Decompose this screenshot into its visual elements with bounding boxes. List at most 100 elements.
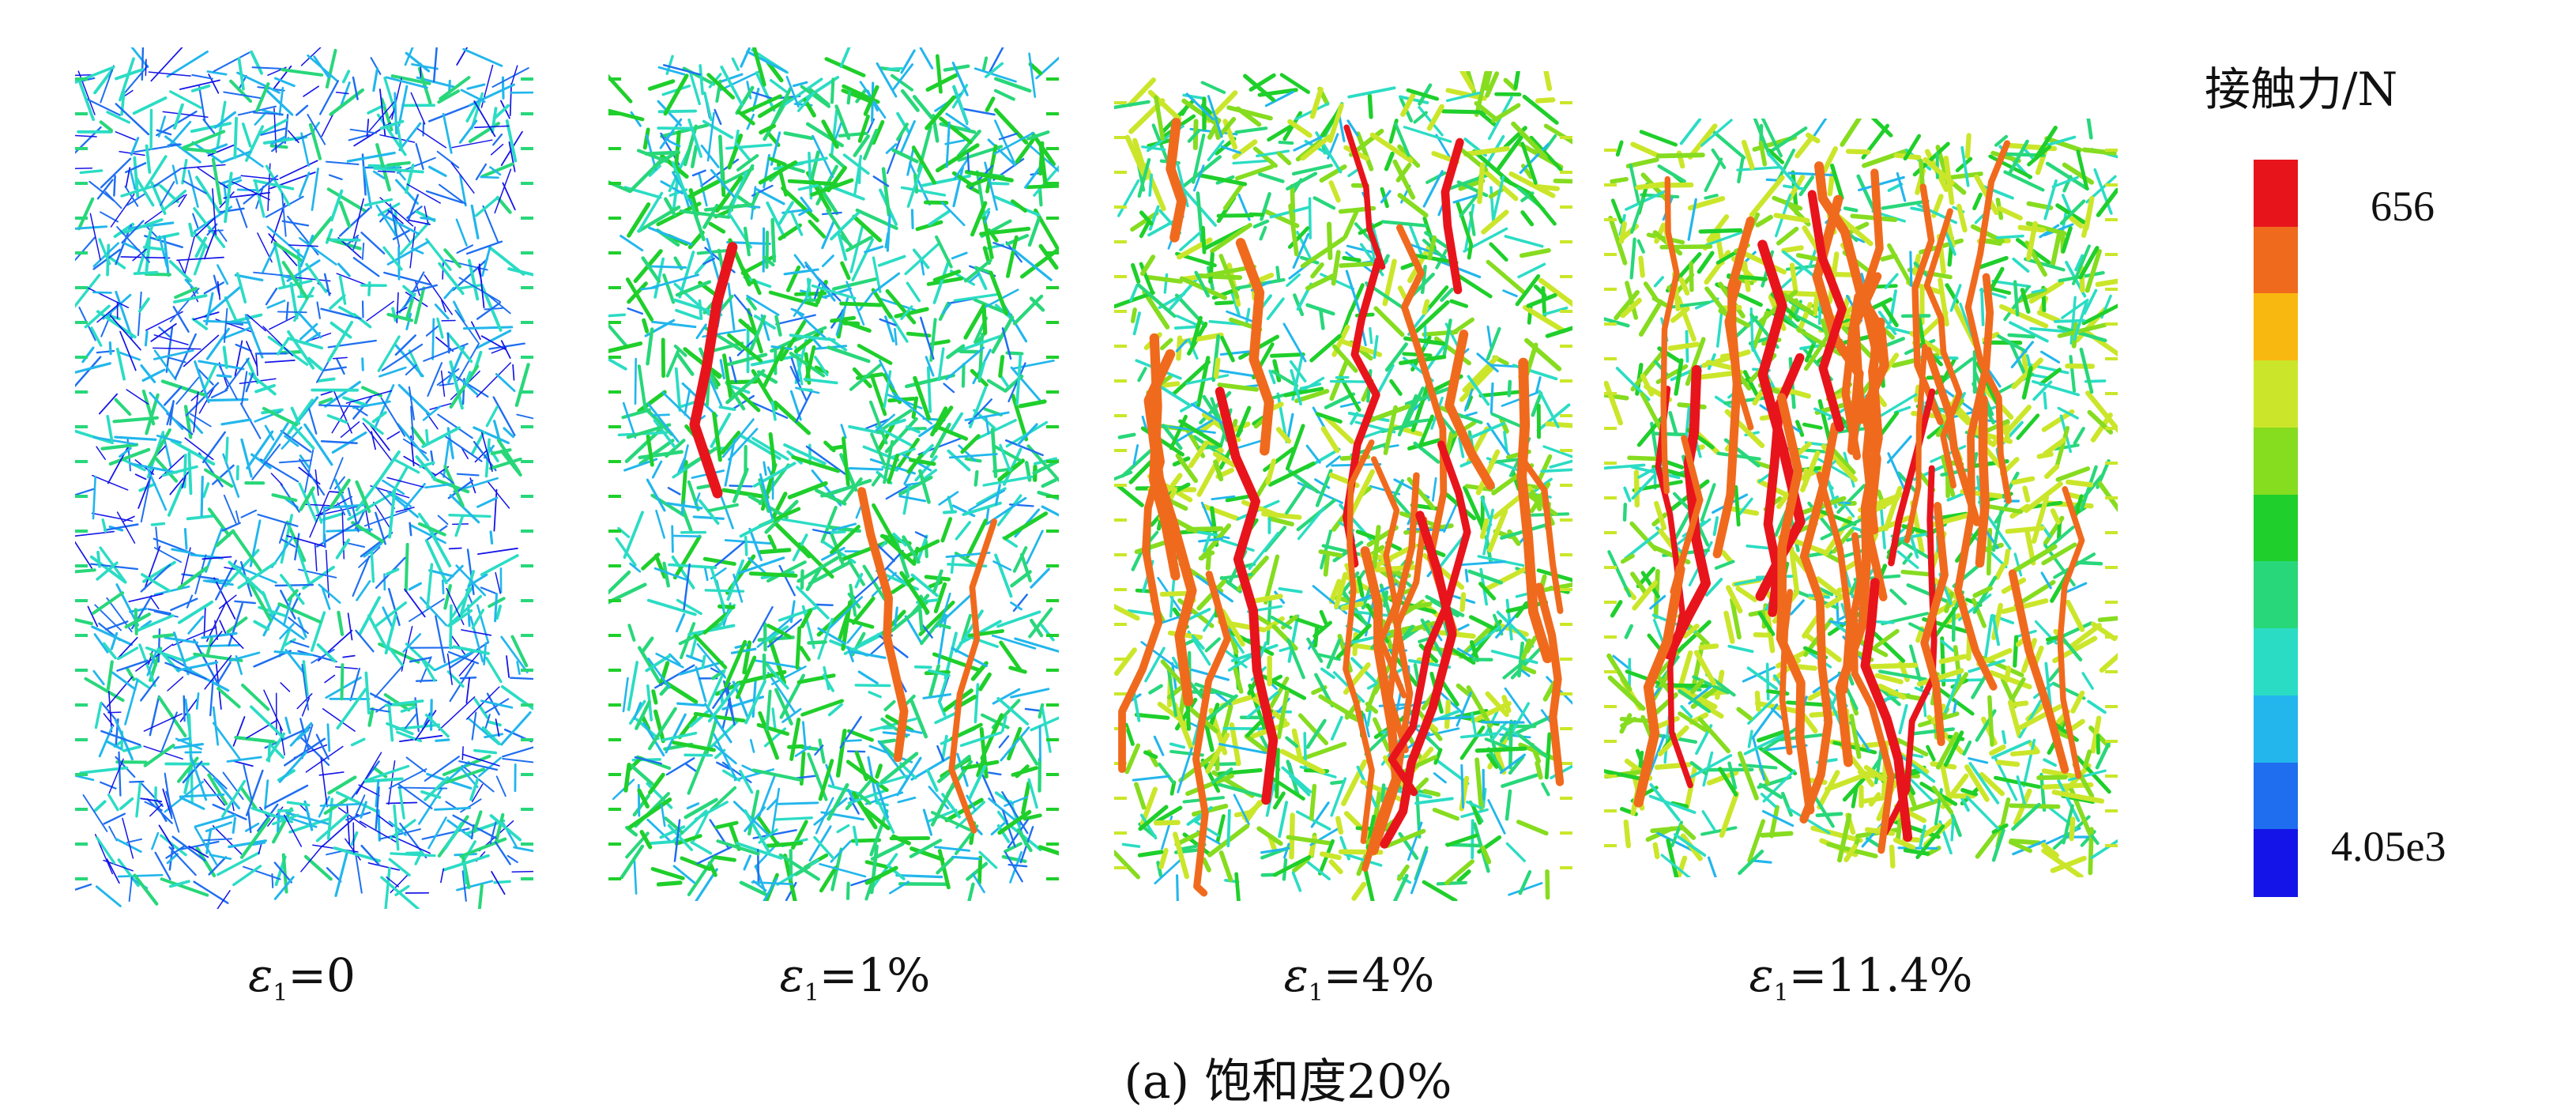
contact-segment [1753,861,1771,862]
contact-segment [1629,160,1657,166]
contact-segment [2039,777,2066,778]
contact-segment [351,669,360,700]
contact-segment [1676,360,1682,394]
contact-segment [1555,181,1572,182]
contact-segment [1536,187,1557,189]
contact-segment [1255,221,1267,227]
contact-segment [686,763,695,771]
contact-segment [96,703,101,728]
contact-segment [745,228,749,255]
contact-segment [659,883,680,884]
contact-segment [1204,860,1209,870]
contact-segment [193,86,209,91]
contact-segment [940,492,958,505]
contact-segment [1488,326,1491,347]
contact-segment [185,530,186,549]
contact-segment [460,277,501,301]
contact-segment [1640,258,1642,276]
contact-segment [330,175,342,179]
contact-segment [1489,801,1505,834]
contact-segment [507,656,509,677]
contact-segment [1006,440,1042,455]
contact-segment [2098,481,2118,521]
contact-segment [1655,620,1663,643]
contact-segment [1547,872,1548,898]
contact-segment [329,778,355,793]
contact-segment [916,667,931,668]
contact-segment [842,303,880,305]
contact-segment [450,548,461,549]
contact-segment [1204,507,1237,518]
contact-segment [197,693,198,708]
contact-segment [224,496,236,523]
contact-segment [455,311,478,342]
contact-segment [427,363,442,396]
contact-segment [234,866,261,885]
contact-segment [774,818,812,820]
contact-segment [171,599,197,610]
contact-segment [796,293,825,294]
contact-segment [172,549,190,552]
contact-segment [996,91,1014,100]
contact-segment [1516,71,1523,88]
contact-segment [1864,797,1885,801]
contact-segment [409,583,420,590]
contact-segment [1505,81,1515,89]
contact-segment [1655,845,1658,857]
contact-segment [1457,275,1490,296]
contact-segment [168,51,208,76]
contact-segment [436,740,449,741]
contact-segment [367,119,369,136]
contact-segment [1388,876,1407,901]
contact-segment [650,81,673,89]
contact-segment [1612,179,1626,182]
contact-segment [1268,461,1274,482]
contact-segment [323,514,342,519]
contact-segment [869,692,880,697]
contact-segment [772,789,778,833]
contact-segment [695,636,725,668]
contact-segment [289,245,318,247]
contact-segment [141,798,161,801]
contact-segment [348,153,394,161]
contact-segment [375,666,402,697]
contact-segment [458,881,492,890]
contact-segment [2045,181,2056,219]
contact-segment [330,239,360,240]
contact-segment [104,814,125,824]
contact-segment [378,811,379,841]
contact-segment [75,168,92,170]
contact-segment [489,344,524,349]
contact-segment [1542,784,1548,794]
contact-segment [977,488,1005,503]
contact-segment [2003,732,2005,743]
contact-segment [100,394,117,414]
contact-segment [1133,553,1141,570]
contact-segment [912,210,913,228]
contact-segment [948,497,952,512]
contact-segment [629,625,634,640]
contact-segment [367,301,394,321]
contact-segment [895,608,898,625]
contact-segment [1990,697,1992,744]
contact-segment [685,755,711,756]
contact-segment [1020,401,1045,406]
contact-segment [1462,765,1463,807]
contact-segment [2086,119,2092,138]
contact-segment [608,315,624,318]
contact-segment [1021,738,1037,764]
contact-segment [436,337,453,351]
contact-segment [1842,119,1866,145]
contact-segment [879,257,905,266]
contact-segment [967,864,986,880]
contact-segment [1154,737,1163,755]
specimen-panel-strain-4 [1114,71,1572,901]
contact-segment [242,511,257,518]
contact-segment [2077,563,2101,564]
contact-segment [450,605,451,648]
contact-segment [288,332,313,368]
contact-segment [482,556,518,575]
contact-segment [434,47,438,81]
contact-segment [1889,436,1911,462]
contact-segment [720,137,722,186]
